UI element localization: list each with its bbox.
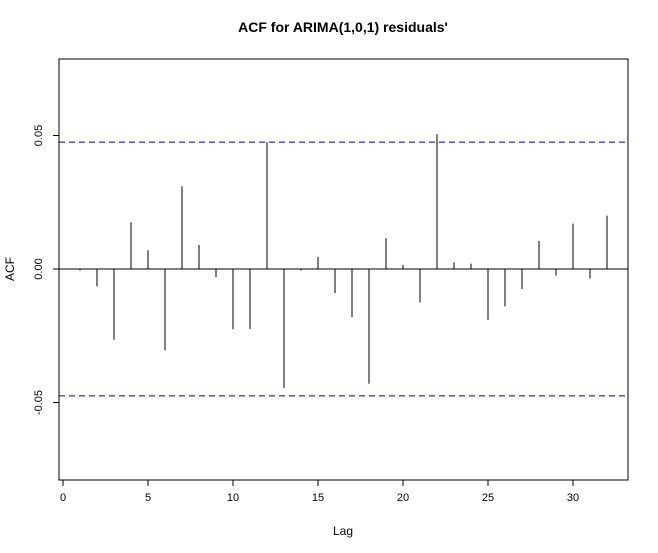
acf-bars — [79, 134, 608, 388]
confidence-bounds — [59, 141, 628, 397]
y-tick-label: 0.05 — [33, 125, 45, 146]
x-axis-label: Lag — [333, 524, 353, 538]
x-axis: 0 5 10 15 20 25 30 — [60, 479, 579, 504]
x-tick-label: 25 — [482, 492, 494, 504]
y-axis: -0.05 0.00 0.05 — [33, 125, 60, 415]
x-tick-label: 5 — [145, 492, 151, 504]
y-tick-label: -0.05 — [33, 390, 45, 415]
chart-title: ACF for ARIMA(1,0,1) residuals' — [238, 19, 448, 35]
x-tick-label: 30 — [567, 492, 579, 504]
y-axis-label: ACF — [3, 257, 17, 281]
x-tick-label: 10 — [227, 492, 239, 504]
x-tick-label: 15 — [312, 492, 324, 504]
x-tick-label: 20 — [397, 492, 409, 504]
y-tick-label: 0.00 — [33, 258, 45, 279]
x-tick-label: 0 — [60, 492, 66, 504]
